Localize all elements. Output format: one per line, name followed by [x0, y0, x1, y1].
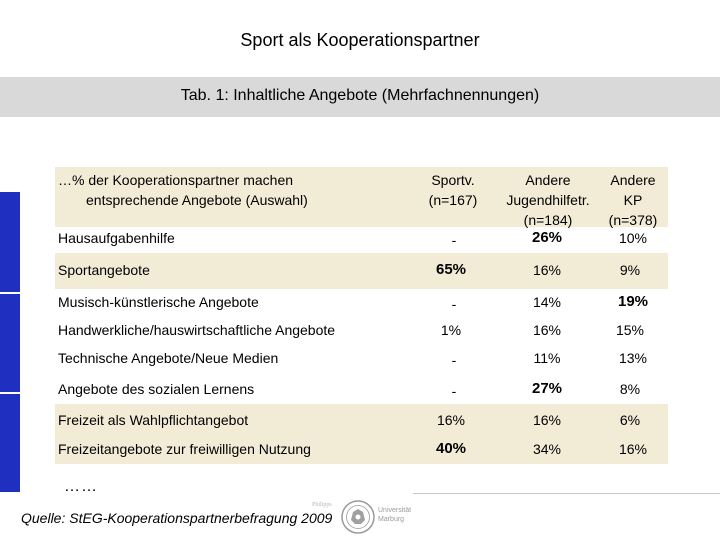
- table-cell: 16%: [532, 412, 562, 428]
- header-description: …% der Kooperationspartner machen entspr…: [58, 170, 308, 210]
- table-cell: 16%: [532, 262, 562, 278]
- side-bar-separator: [0, 392, 20, 394]
- row-label: Handwerkliche/hauswirtschaftliche Angebo…: [58, 322, 336, 338]
- table-cell: 6%: [619, 412, 641, 428]
- table-cell: 34%: [532, 441, 562, 457]
- source-note: Quelle: StEG-Kooperationspartnerbefragun…: [21, 510, 333, 526]
- table-cell: 15%: [615, 322, 645, 338]
- table-cell: 1%: [440, 322, 462, 338]
- table-cell: -: [451, 383, 457, 399]
- university-logo: Philipps Universität Marburg: [312, 498, 412, 538]
- column-header-line: (n=378): [608, 212, 658, 228]
- table-cell: 40%: [435, 440, 467, 457]
- table-subtitle: Tab. 1: Inhaltliche Angebote (Mehrfachne…: [180, 87, 540, 104]
- header-line: …% der Kooperationspartner machen: [58, 172, 294, 188]
- logo-text: Universität Marburg: [378, 506, 411, 524]
- table-cell: 16%: [436, 412, 466, 428]
- table-cell: 16%: [532, 322, 562, 338]
- column-header-line: Sportv.: [431, 172, 475, 188]
- table-cell: -: [451, 232, 457, 248]
- row-label: Freizeit als Wahlpflichtangebot: [58, 412, 249, 428]
- row-label: Musisch-künstlerische Angebote: [58, 294, 259, 310]
- table-cell: -: [451, 296, 457, 312]
- table-cell: 26%: [531, 229, 563, 246]
- table-cell: 16%: [618, 441, 648, 457]
- ellipsis: ……: [64, 478, 98, 495]
- column-header-line: KP: [623, 192, 643, 208]
- table-cell: 27%: [531, 380, 563, 397]
- column-header-jugendhilfe: Andere Jugendhilfetr. (n=184): [493, 170, 603, 230]
- side-bar-separator: [0, 292, 20, 294]
- subtitle-bar: Tab. 1: Inhaltliche Angebote (Mehrfachne…: [0, 77, 720, 117]
- row-band: [55, 253, 668, 289]
- column-header-andere-kp: Andere KP (n=378): [598, 170, 668, 230]
- table-cell: 10%: [618, 230, 648, 246]
- column-header-line: Jugendhilfetr.: [506, 192, 590, 208]
- table-cell: 9%: [619, 262, 641, 278]
- table-cell: 13%: [618, 350, 648, 366]
- column-header-sportv: Sportv. (n=167): [408, 170, 498, 210]
- row-band: [55, 404, 668, 464]
- table-cell: 11%: [533, 350, 561, 366]
- table-cell: 65%: [435, 261, 467, 278]
- row-label: Hausaufgabenhilfe: [58, 230, 175, 246]
- column-header-line: Andere: [610, 172, 656, 188]
- row-label: Freizeitangebote zur freiwilligen Nutzun…: [58, 441, 311, 457]
- table-cell: 19%: [617, 293, 649, 310]
- footer-divider: [413, 493, 720, 494]
- table-cell: 14%: [532, 294, 562, 310]
- logo-small-text: Philipps: [312, 502, 332, 508]
- row-label: Sportangebote: [58, 262, 150, 278]
- table-cell: -: [451, 352, 457, 368]
- table-cell: 8%: [619, 381, 641, 397]
- decorative-side-bar: [0, 192, 20, 492]
- page-title: Sport als Kooperationspartner: [240, 30, 480, 50]
- column-header-line: Andere: [525, 172, 571, 188]
- header-line: entsprechende Angebote (Auswahl): [86, 192, 308, 208]
- logo-text-line: Marburg: [378, 516, 405, 523]
- column-header-line: (n=184): [523, 212, 573, 228]
- row-label: Technische Angebote/Neue Medien: [58, 350, 279, 366]
- seal-icon: [341, 500, 375, 534]
- logo-text-line: Universität: [378, 507, 412, 514]
- column-header-line: (n=167): [428, 192, 478, 208]
- row-label: Angebote des sozialen Lernens: [58, 381, 255, 397]
- header-band: [55, 167, 668, 227]
